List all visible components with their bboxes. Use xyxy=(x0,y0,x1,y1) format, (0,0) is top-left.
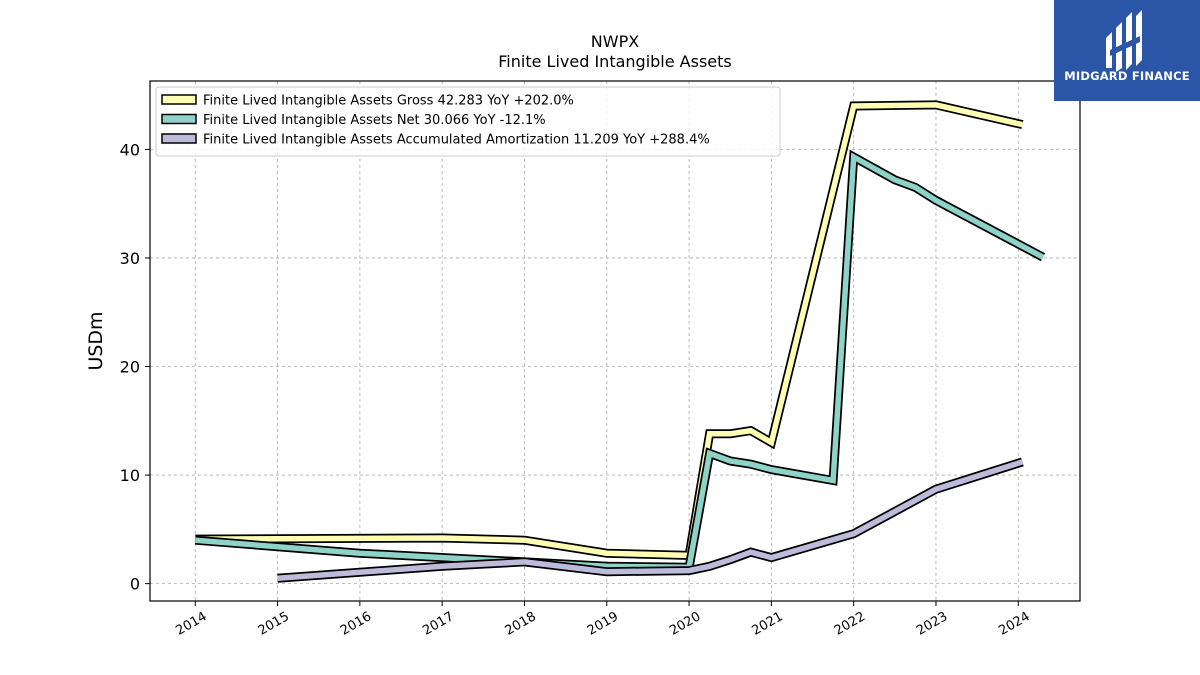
logo-mark-icon xyxy=(1054,0,1200,101)
legend-swatch xyxy=(161,94,197,105)
logo-text: MIDGARD FINANCE xyxy=(1064,69,1190,83)
series-layer xyxy=(194,100,1046,583)
y-tick-label: 30 xyxy=(120,249,140,268)
series-line-1 xyxy=(195,152,1045,571)
x-tick-label: 2024 xyxy=(996,609,1032,639)
legend-swatch xyxy=(161,113,197,125)
chart-subtitle: Finite Lived Intangible Assets xyxy=(498,52,731,71)
y-tick-label: 40 xyxy=(120,140,140,159)
x-tick-label: 2018 xyxy=(503,609,539,639)
x-tick-label: 2017 xyxy=(420,609,456,639)
x-tick-label: 2016 xyxy=(338,609,374,639)
legend-label: Finite Lived Intangible Assets Accumulat… xyxy=(203,133,710,148)
y-tick-label: 0 xyxy=(130,575,140,594)
series-line-outline-2 xyxy=(277,457,1024,583)
series-line-outline-0 xyxy=(195,100,1024,561)
x-tick-label: 2020 xyxy=(667,609,703,639)
y-tick-label: 20 xyxy=(120,358,140,377)
y-tick-label: 10 xyxy=(120,466,140,485)
series-line-outline-1 xyxy=(194,149,1046,572)
series-line-0 xyxy=(195,102,1024,559)
series-line-2 xyxy=(277,459,1024,581)
y-axis-label: USDm xyxy=(85,311,107,370)
x-tick-label: 2014 xyxy=(173,609,209,639)
legend-box xyxy=(155,86,781,157)
grid-lines xyxy=(150,81,1080,601)
chart-title: NWPX xyxy=(591,32,639,51)
legend-label: Finite Lived Intangible Assets Net 30.06… xyxy=(203,113,546,128)
legend-label: Finite Lived Intangible Assets Gross 42.… xyxy=(203,94,574,109)
x-tick-label: 2021 xyxy=(750,609,786,639)
legend: Finite Lived Intangible Assets Gross 42.… xyxy=(155,86,781,157)
plot-frame xyxy=(149,80,1081,602)
legend-swatch xyxy=(161,133,197,144)
midgard-finance-logo: MIDGARD FINANCE xyxy=(1054,0,1200,101)
x-tick-label: 2015 xyxy=(256,609,292,639)
x-tick-label: 2019 xyxy=(585,609,621,639)
x-tick-label: 2023 xyxy=(914,609,950,639)
x-tick-label: 2022 xyxy=(832,609,868,639)
